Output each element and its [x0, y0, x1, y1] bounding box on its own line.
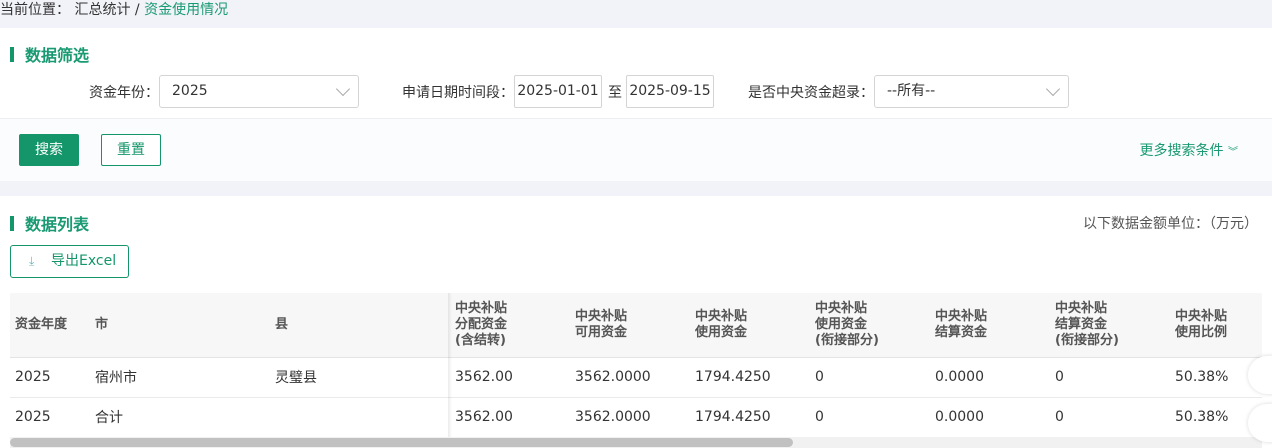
download-icon: ⤓ — [29, 254, 35, 268]
table-cell: 1794.4250 — [690, 397, 810, 438]
table-cell: 3562.0000 — [570, 357, 690, 398]
table-cell: 50.38% — [1170, 397, 1262, 438]
table-row: 2025 合计 3562.00 3562.0000 1794.4250 0 0.0000 0 5… — [10, 397, 1262, 438]
table-cell: 0 — [810, 357, 930, 398]
year-label: 资金年份： — [89, 85, 159, 101]
table-cell: 3562.00 — [450, 397, 570, 438]
date-to-input[interactable]: 2025-09-15 — [626, 75, 714, 108]
chevron-down-icon — [1045, 81, 1061, 97]
breadcrumb-prefix: 当前位置： — [0, 2, 70, 18]
unit-note: 以下数据金额单位：（万元） — [1083, 216, 1258, 232]
reset-button[interactable]: 重置 — [101, 134, 161, 166]
fixed-column-shadow — [448, 293, 452, 437]
filter-title-text: 数据筛选 — [25, 46, 90, 65]
export-excel-button[interactable]: ⤓ 导出Excel — [10, 245, 129, 278]
breadcrumb-parent[interactable]: 汇总统计 — [74, 2, 131, 18]
date-from-input[interactable]: 2025-01-01 — [514, 75, 602, 108]
table-cell: 3562.0000 — [570, 397, 690, 438]
table-cell: 50.38% — [1170, 357, 1262, 398]
year-select[interactable]: 2025 — [159, 75, 359, 108]
list-title-text: 数据列表 — [25, 215, 90, 234]
filter-action-bar — [0, 118, 1272, 181]
table-cell: 0 — [1050, 397, 1170, 438]
over-label: 是否中央资金超录： — [748, 85, 874, 101]
table-cell: 宿州市 — [90, 357, 270, 398]
column-header: 中央补贴 结算资金 — [930, 293, 1050, 358]
search-button[interactable]: 搜索 — [19, 134, 79, 166]
data-table: 资金年度市县中央补贴 分配资金 (含结转) 中央补贴 可用资金 中央补贴 使用资金中… — [10, 293, 1262, 438]
over-select[interactable]: --所有-- — [874, 75, 1069, 108]
breadcrumb-current: 资金使用情况 — [144, 2, 229, 18]
table-cell: 0.0000 — [930, 357, 1050, 398]
more-conditions-link[interactable]: 更多搜索条件 ︾ — [1140, 140, 1238, 160]
date-separator: 至 — [608, 85, 622, 101]
double-chevron-down-icon: ︾ — [1228, 147, 1238, 158]
chevron-down-icon — [335, 81, 351, 97]
breadcrumb-separator: / — [134, 2, 140, 18]
over-value: --所有-- — [887, 83, 936, 99]
horizontal-scrollbar[interactable] — [10, 437, 1262, 448]
column-header: 市 — [90, 293, 270, 358]
table-cell: 合计 — [90, 397, 270, 438]
table-header-row: 资金年度市县中央补贴 分配资金 (含结转) 中央补贴 可用资金 中央补贴 使用资金中… — [10, 293, 1262, 358]
column-header: 中央补贴 使用资金 (衔接部分) — [810, 293, 930, 358]
column-header: 中央补贴 使用资金 — [690, 293, 810, 358]
list-panel: 数据列表 以下数据金额单位：（万元） ⤓ 导出Excel 资金年度市县中央补贴 分… — [0, 196, 1272, 448]
breadcrumb: 当前位置： 汇总统计 / 资金使用情况 — [0, 0, 228, 28]
column-header: 中央补贴 可用资金 — [570, 293, 690, 358]
table-cell: 0 — [810, 397, 930, 438]
column-header: 中央补贴 使用比例 — [1170, 293, 1262, 358]
filter-panel: 数据筛选 资金年份： 2025 申请日期时间段： 2025-01-01 至 20… — [0, 28, 1272, 181]
scrollbar-thumb[interactable] — [10, 438, 793, 447]
floating-tool-button[interactable] — [1248, 356, 1272, 394]
date-label: 申请日期时间段： — [402, 85, 514, 101]
more-conditions-text: 更多搜索条件 — [1139, 143, 1224, 159]
filter-title: 数据筛选 — [10, 42, 89, 66]
table-cell — [270, 397, 450, 438]
table-row: 2025 宿州市 灵璧县 3562.00 3562.0000 1794.4250 0 0.00… — [10, 357, 1262, 398]
table-cell: 3562.00 — [450, 357, 570, 398]
table-cell: 2025 — [10, 357, 90, 398]
floating-app-button[interactable] — [1248, 404, 1272, 442]
list-title: 数据列表 — [10, 211, 89, 235]
table-cell: 2025 — [10, 397, 90, 438]
year-value: 2025 — [172, 83, 208, 99]
table-cell: 1794.4250 — [690, 357, 810, 398]
table-cell: 0 — [1050, 357, 1170, 398]
table-cell: 0.0000 — [930, 397, 1050, 438]
table-cell: 灵璧县 — [270, 357, 450, 398]
column-header: 县 — [270, 293, 450, 358]
export-label: 导出Excel — [51, 253, 117, 269]
column-header: 中央补贴 分配资金 (含结转) — [450, 293, 570, 358]
column-header: 资金年度 — [10, 293, 90, 358]
column-header: 中央补贴 结算资金 (衔接部分) — [1050, 293, 1170, 358]
